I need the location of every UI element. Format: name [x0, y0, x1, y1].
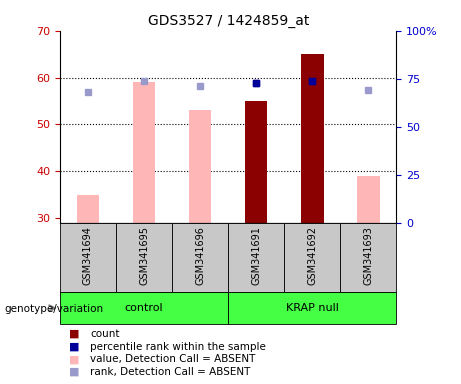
- Text: genotype/variation: genotype/variation: [5, 304, 104, 314]
- Bar: [245, 101, 267, 223]
- Text: ■: ■: [69, 367, 80, 377]
- Bar: [60, 292, 228, 324]
- Text: ■: ■: [69, 329, 80, 339]
- Text: value, Detection Call = ABSENT: value, Detection Call = ABSENT: [90, 354, 255, 364]
- Bar: [301, 54, 324, 223]
- Bar: [228, 292, 396, 324]
- Bar: [172, 223, 228, 292]
- Text: GSM341696: GSM341696: [195, 226, 205, 285]
- Bar: [228, 223, 284, 292]
- Bar: [116, 223, 172, 292]
- Bar: [189, 110, 211, 223]
- Text: GSM341692: GSM341692: [307, 226, 317, 285]
- Bar: [357, 176, 379, 223]
- Text: KRAP null: KRAP null: [286, 303, 339, 313]
- Text: count: count: [90, 329, 119, 339]
- Text: GSM341691: GSM341691: [251, 226, 261, 285]
- Text: ■: ■: [69, 354, 80, 364]
- Bar: [284, 223, 340, 292]
- Bar: [60, 223, 116, 292]
- Text: control: control: [125, 303, 163, 313]
- Text: GSM341694: GSM341694: [83, 226, 93, 285]
- Text: GSM341693: GSM341693: [363, 226, 373, 285]
- Text: GSM341695: GSM341695: [139, 226, 149, 285]
- Text: rank, Detection Call = ABSENT: rank, Detection Call = ABSENT: [90, 367, 250, 377]
- Text: percentile rank within the sample: percentile rank within the sample: [90, 342, 266, 352]
- Title: GDS3527 / 1424859_at: GDS3527 / 1424859_at: [148, 14, 309, 28]
- Bar: [340, 223, 396, 292]
- Bar: [133, 82, 155, 223]
- Text: ■: ■: [69, 342, 80, 352]
- Bar: [77, 195, 99, 223]
